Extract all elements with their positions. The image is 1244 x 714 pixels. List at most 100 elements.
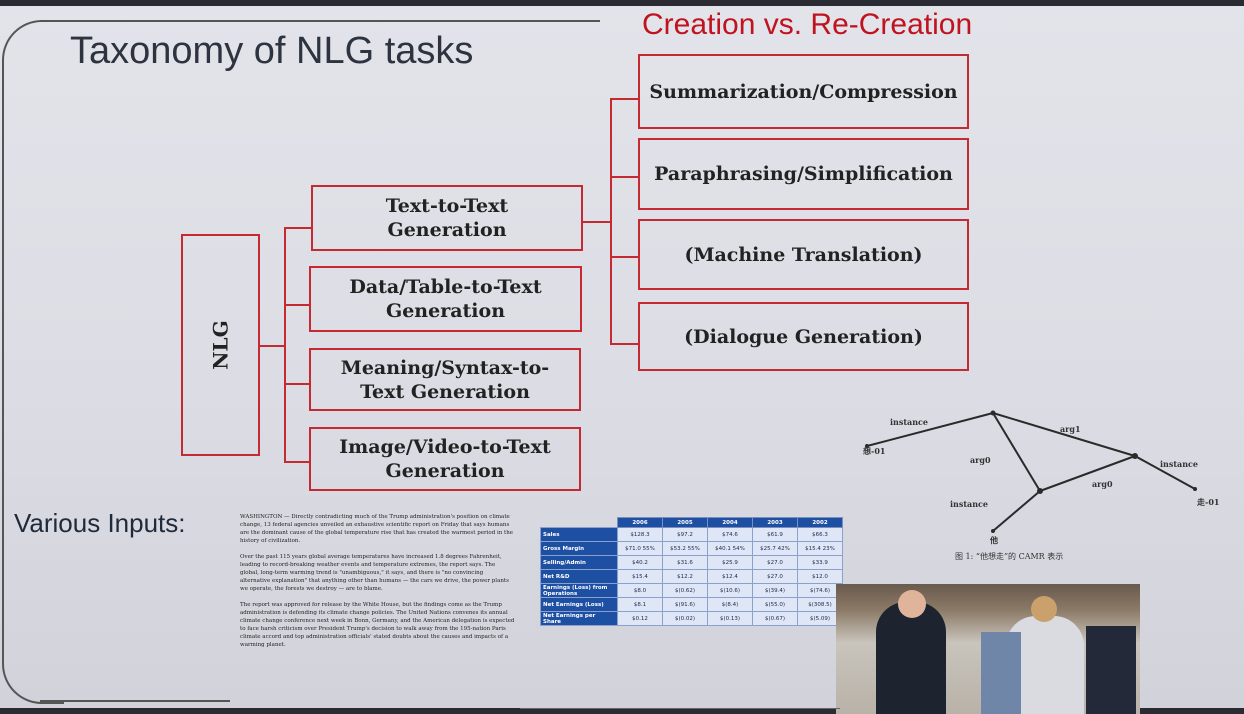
table-cell: $31.6 [662,555,708,570]
table-header-row: 2006 2005 2004 2003 2002 [541,517,843,528]
table-cell: $97.2 [662,527,708,542]
nlg-root-label: NLG [208,320,233,370]
table-header-year: 2006 [617,517,663,528]
table-header-year: 2003 [752,517,798,528]
table-cell: $33.9 [797,555,843,570]
table-cell: $15.4 [617,569,663,584]
table-cell: $40.1 54% [707,541,753,556]
table-row-label: Gross Margin [540,541,618,556]
table-cell: $25.7 42% [752,541,798,556]
graph-node [1193,487,1197,491]
photo-person [981,632,1021,714]
table-cell: $12.2 [662,569,708,584]
table-cell: $25.9 [707,555,753,570]
news-article: WASHINGTON — Directly contradicting much… [240,513,515,657]
table-cell: $12.0 [797,569,843,584]
graph-node [991,529,995,533]
connector-category-4 [284,461,310,463]
table-cell: $(0.67) [752,611,798,626]
amr-graph: instance arg1 arg0 arg0 instance instanc… [862,410,1219,561]
slide-frame-bottom [40,700,230,702]
category-label: Image/Video-to-Text Generation [339,436,551,482]
news-photo [836,584,1140,714]
slide-title: Taxonomy of NLG tasks [70,30,474,72]
table-row-label: Net Earnings per Share [540,611,618,626]
financial-table: 2006 2005 2004 2003 2002 Sales $128.3 $97.… [540,517,843,626]
graph-edge [992,412,1136,457]
edge-label-arg1: arg1 [1060,424,1081,434]
category-label: Data/Table-to-Text Generation [349,276,542,322]
slide: Taxonomy of NLG tasks Creation vs. Re-Cr… [0,6,1244,714]
table-corner [541,518,618,528]
edge-label-instance: instance [890,417,928,427]
slide-frame-curve [2,20,64,704]
photo-person [898,590,926,618]
table-cell: $53.2 55% [662,541,708,556]
photo-person [1086,626,1136,714]
table-cell: $66.3 [797,527,843,542]
table-cell: $0.12 [617,611,663,626]
graph-node [1037,488,1043,494]
category-label: Meaning/Syntax-to-Text Generation [340,356,550,403]
table-cell: $128.3 [617,527,663,542]
table-cell: $(5.09) [797,611,843,626]
connector-root-out [259,345,286,347]
article-paragraph: WASHINGTON — Directly contradicting much… [240,514,514,544]
graph-node [990,410,996,416]
table-cell: $74.6 [707,527,753,542]
table-header-year: 2004 [707,517,753,528]
category-label: Text-to-Text Generation [385,195,509,241]
photo-person [1031,596,1057,622]
table-cell: $15.4 23% [797,541,843,556]
connector-subtasks-vertical [610,98,612,345]
connector-subtask-4 [610,343,638,345]
connector-category-1 [284,227,312,229]
table-row: Earnings (Loss) from Operations $8.0 $(0.6… [540,583,843,598]
connector-subtask-3 [610,256,638,258]
table-cell: $(10.6) [707,583,753,598]
graph-node [865,444,869,448]
various-inputs-label: Various Inputs: [14,508,186,538]
edge-label-arg0: arg0 [970,455,991,465]
graph-node [1132,453,1138,459]
node-label: 想-01 [862,446,885,456]
subtask-paraphrasing: Paraphrasing/Simplification [638,138,969,210]
connector-categories-vertical [284,227,286,463]
table-cell: $61.9 [752,527,798,542]
table-cell: $(8.4) [707,597,753,612]
connector-text-out [582,221,612,223]
table-cell: $27.0 [752,569,798,584]
subtask-label: Summarization/Compression [649,80,958,103]
table-header-year: 2002 [797,517,843,528]
table-row-label: Sales [540,527,618,542]
subtask-machine-translation: (Machine Translation) [638,219,969,290]
table-row-label: Net R&D [540,569,618,584]
category-text-to-text: Text-to-Text Generation [311,185,583,251]
table-cell: $(91.6) [662,597,708,612]
connector-category-3 [284,383,310,385]
table-cell: $(0.02) [662,611,708,626]
table-cell: $8.0 [617,583,663,598]
table-cell: $(0.62) [662,583,708,598]
graph-edge [866,412,994,447]
node-label: 他 [989,535,998,545]
table-cell: $40.2 [617,555,663,570]
table-cell: $(308.5) [797,597,843,612]
nlg-root-box: NLG [181,234,260,456]
category-image-to-text: Image/Video-to-Text Generation [309,427,581,491]
table-row-label: Earnings (Loss) from Operations [540,583,618,598]
table-row: Net Earnings (Loss) $8.1 $(91.6) $(8.4) $(55… [540,597,843,612]
node-label: 走-01 [1196,497,1219,507]
table-cell: $12.4 [707,569,753,584]
graph-edge [1134,455,1196,490]
table-header-year: 2005 [662,517,708,528]
edge-label-instance: instance [950,499,988,509]
category-data-to-text: Data/Table-to-Text Generation [309,266,582,332]
edge-label-instance: instance [1160,459,1198,469]
graph-edge [992,412,1041,492]
table-row: Net Earnings per Share $0.12 $(0.02) $(0.13… [540,611,843,626]
photo-person [876,602,946,714]
table-cell: $(0.13) [707,611,753,626]
article-paragraph: The report was approved for release by t… [240,602,515,648]
category-meaning-to-text: Meaning/Syntax-to-Text Generation [309,348,581,411]
